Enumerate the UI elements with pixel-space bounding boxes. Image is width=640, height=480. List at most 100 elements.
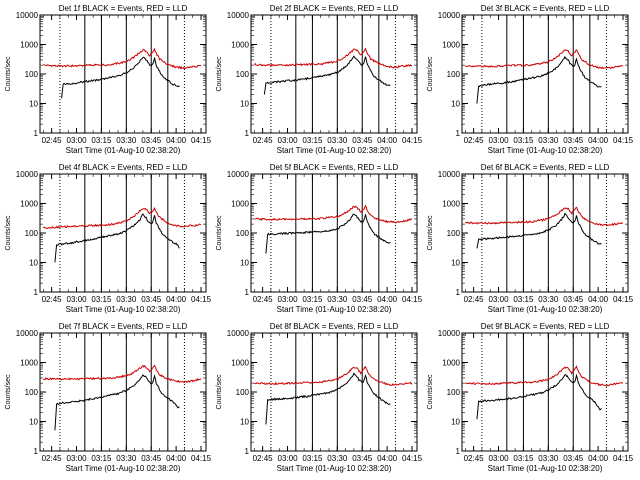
- chart-panel-3: Det 3f BLACK = Events, RED = LLD 1 10 100 10…: [427, 4, 634, 155]
- x-tick-label: 03:15: [302, 136, 323, 145]
- x-tick-label: 04:15: [613, 295, 634, 304]
- x-tick-label: 04:00: [166, 454, 187, 463]
- y-tick-label: 10: [29, 259, 38, 268]
- y-tick-label: 1000: [20, 41, 38, 50]
- x-tick-label: 04:15: [613, 454, 634, 463]
- chart-title: Det 6f BLACK = Events, RED = LLD: [481, 163, 610, 172]
- x-axis-label: Start Time (01-Aug-10 02:38:20): [66, 146, 181, 155]
- x-tick-label: 03:45: [141, 295, 162, 304]
- y-tick-label: 1: [34, 447, 39, 456]
- y-axis-label: Counts/sec: [216, 56, 223, 92]
- x-tick-label: 03:15: [513, 295, 534, 304]
- y-tick-label: 1000: [20, 359, 38, 368]
- y-tick-label: 10: [451, 100, 460, 109]
- events-series-line: [476, 373, 602, 420]
- chart-title: Det 5f BLACK = Events, RED = LLD: [270, 163, 399, 172]
- plot-frame: [39, 332, 207, 452]
- y-tick-label: 10: [29, 418, 38, 427]
- y-tick-label: 1: [245, 288, 250, 297]
- x-tick-label: 03:45: [352, 454, 373, 463]
- x-tick-label: 02:45: [253, 136, 274, 145]
- y-tick-label: 1000: [231, 359, 249, 368]
- x-tick-label: 03:15: [91, 136, 112, 145]
- x-axis-label: Start Time (01-Aug-10 02:38:20): [488, 146, 603, 155]
- x-tick-label: 03:00: [278, 136, 299, 145]
- y-tick-label: 100: [236, 70, 250, 79]
- plot-frame: [250, 14, 418, 134]
- y-tick-label: 1: [34, 129, 39, 138]
- x-tick-label: 03:30: [327, 454, 348, 463]
- x-tick-label: 03:15: [91, 454, 112, 463]
- x-tick-label: 03:45: [141, 136, 162, 145]
- y-tick-label: 1: [456, 447, 461, 456]
- y-tick-label: 100: [447, 388, 461, 397]
- x-tick-label: 03:00: [278, 295, 299, 304]
- y-tick-label: 10000: [227, 170, 250, 179]
- y-tick-label: 10: [240, 100, 249, 109]
- plot-frame: [461, 14, 629, 134]
- x-tick-label: 02:45: [42, 136, 63, 145]
- y-axis-label: Counts/sec: [5, 215, 12, 251]
- y-tick-label: 10000: [227, 329, 250, 338]
- plot-frame: [461, 173, 629, 293]
- x-tick-label: 03:45: [352, 136, 373, 145]
- plot-frame: [250, 332, 418, 452]
- x-tick-label: 04:00: [377, 295, 398, 304]
- x-tick-label: 03:45: [563, 454, 584, 463]
- chart-panel-8: Det 8f BLACK = Events, RED = LLD 1 10 100 10…: [216, 322, 423, 473]
- y-tick-label: 10000: [227, 11, 250, 20]
- x-tick-label: 04:15: [613, 136, 634, 145]
- events-series-line: [61, 56, 180, 99]
- x-tick-label: 03:30: [327, 136, 348, 145]
- x-tick-label: 03:00: [489, 454, 510, 463]
- x-tick-label: 02:45: [464, 136, 485, 145]
- y-tick-label: 100: [236, 388, 250, 397]
- x-tick-label: 04:15: [191, 295, 212, 304]
- x-axis-label: Start Time (01-Aug-10 02:38:20): [488, 305, 603, 314]
- y-tick-label: 100: [25, 229, 39, 238]
- x-tick-label: 03:00: [489, 295, 510, 304]
- lld-series-line: [43, 47, 202, 70]
- chart-panel-4: Det 4f BLACK = Events, RED = LLD 1 10 100 10…: [5, 163, 212, 314]
- events-series-line: [265, 372, 391, 425]
- y-tick-label: 10: [29, 100, 38, 109]
- x-tick-label: 03:30: [327, 295, 348, 304]
- y-tick-label: 10000: [438, 170, 461, 179]
- x-tick-label: 02:45: [42, 295, 63, 304]
- y-tick-label: 100: [447, 70, 461, 79]
- x-tick-label: 04:15: [402, 454, 423, 463]
- x-tick-label: 03:45: [563, 136, 584, 145]
- y-tick-label: 1: [456, 129, 461, 138]
- plot-frame: [250, 173, 418, 293]
- x-tick-label: 03:15: [302, 454, 323, 463]
- x-axis-label: Start Time (01-Aug-10 02:38:20): [66, 464, 181, 473]
- chart-title: Det 9f BLACK = Events, RED = LLD: [481, 322, 610, 331]
- chart-panel-2: Det 2f BLACK = Events, RED = LLD 1 10 100 10…: [216, 4, 423, 155]
- y-tick-label: 1000: [231, 41, 249, 50]
- events-series-line: [54, 374, 180, 431]
- x-tick-label: 04:15: [191, 454, 212, 463]
- y-tick-label: 10: [240, 418, 249, 427]
- x-tick-label: 02:45: [464, 295, 485, 304]
- events-series-line: [263, 55, 391, 95]
- lld-series-line: [253, 47, 413, 69]
- x-tick-label: 03:45: [141, 454, 162, 463]
- lld-series-line: [42, 206, 202, 230]
- y-tick-label: 10000: [438, 329, 461, 338]
- x-tick-label: 03:15: [302, 295, 323, 304]
- events-series-line: [476, 212, 602, 249]
- events-series-line: [476, 55, 602, 104]
- y-axis-label: Counts/sec: [427, 215, 434, 251]
- x-tick-label: 04:00: [166, 295, 187, 304]
- x-tick-label: 04:15: [402, 295, 423, 304]
- chart-title: Det 4f BLACK = Events, RED = LLD: [59, 163, 188, 172]
- y-tick-label: 1000: [442, 359, 460, 368]
- chart-panel-7: Det 7f BLACK = Events, RED = LLD 1 10 100 10…: [5, 322, 212, 473]
- x-tick-label: 03:30: [116, 454, 137, 463]
- x-axis-label: Start Time (01-Aug-10 02:38:20): [277, 146, 392, 155]
- lld-series-line: [42, 364, 202, 383]
- y-tick-label: 100: [236, 229, 250, 238]
- chart-title: Det 1f BLACK = Events, RED = LLD: [59, 4, 188, 13]
- x-tick-label: 02:45: [464, 454, 485, 463]
- y-tick-label: 1000: [20, 200, 38, 209]
